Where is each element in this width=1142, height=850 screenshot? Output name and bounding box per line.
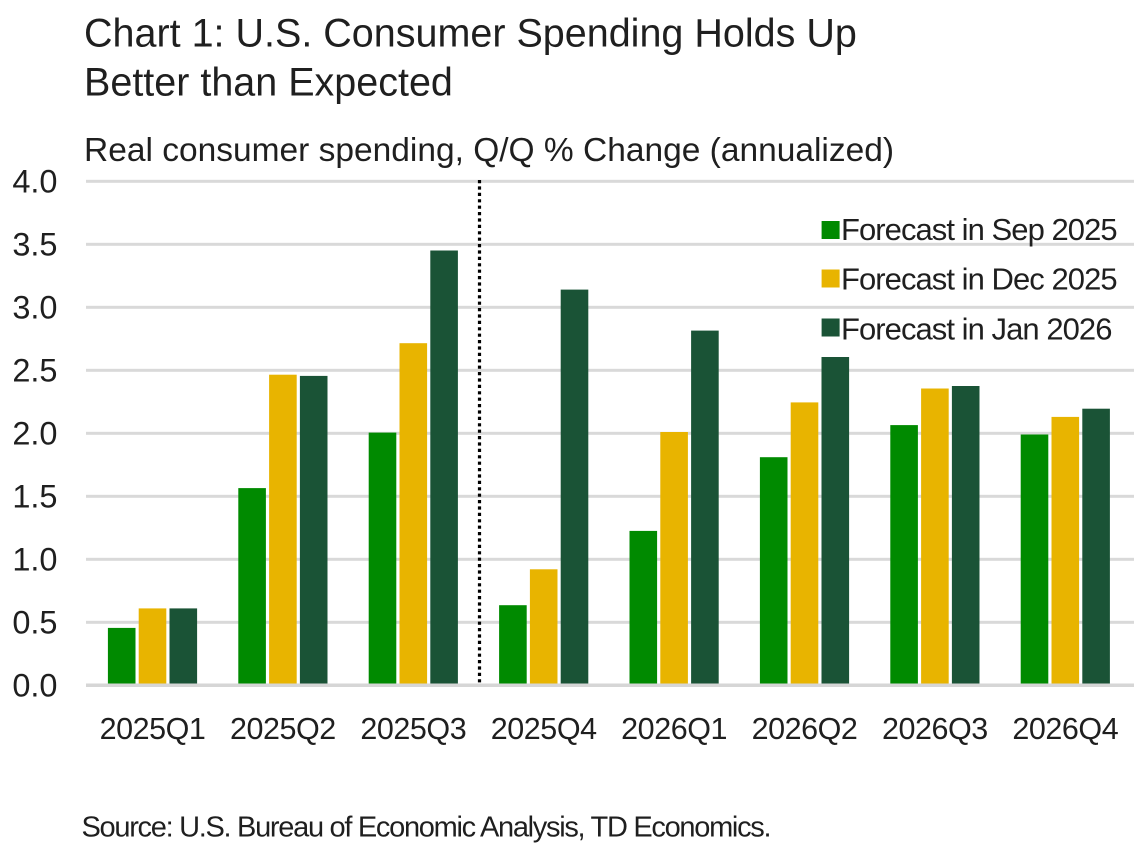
- svg-text:1.5: 1.5: [12, 478, 57, 514]
- svg-text:1.0: 1.0: [12, 541, 57, 577]
- svg-text:Chart 1: U.S. Consumer Spendin: Chart 1: U.S. Consumer Spending Holds Up: [84, 11, 857, 55]
- svg-text:Real consumer spending, Q/Q %: Real consumer spending, Q/Q % Change (an…: [84, 132, 894, 169]
- svg-text:2026Q3: 2026Q3: [882, 712, 988, 746]
- svg-text:2025Q4: 2025Q4: [491, 712, 597, 746]
- svg-text:2.0: 2.0: [12, 415, 57, 451]
- svg-text:Forecast in Sep 2025: Forecast in Sep 2025: [841, 212, 1117, 247]
- svg-text:2026Q1: 2026Q1: [621, 712, 727, 746]
- svg-text:2025Q3: 2025Q3: [360, 712, 466, 746]
- svg-text:Forecast in Jan 2026: Forecast in Jan 2026: [841, 311, 1112, 346]
- svg-text:Forecast in Dec 2025: Forecast in Dec 2025: [841, 261, 1117, 296]
- svg-text:2026Q2: 2026Q2: [752, 712, 858, 746]
- svg-text:2025Q1: 2025Q1: [100, 712, 206, 746]
- svg-text:0.5: 0.5: [12, 604, 57, 640]
- svg-text:0.0: 0.0: [12, 667, 57, 703]
- svg-text:4.0: 4.0: [12, 163, 57, 199]
- svg-text:2025Q2: 2025Q2: [230, 712, 336, 746]
- svg-text:2026Q4: 2026Q4: [1012, 712, 1118, 746]
- svg-text:Better than Expected: Better than Expected: [84, 60, 453, 104]
- svg-text:2.5: 2.5: [12, 352, 57, 388]
- svg-text:Source: U.S. Bureau of Economi: Source: U.S. Bureau of Economic Analysis…: [82, 811, 771, 843]
- svg-text:3.0: 3.0: [12, 289, 57, 325]
- svg-text:3.5: 3.5: [12, 226, 57, 262]
